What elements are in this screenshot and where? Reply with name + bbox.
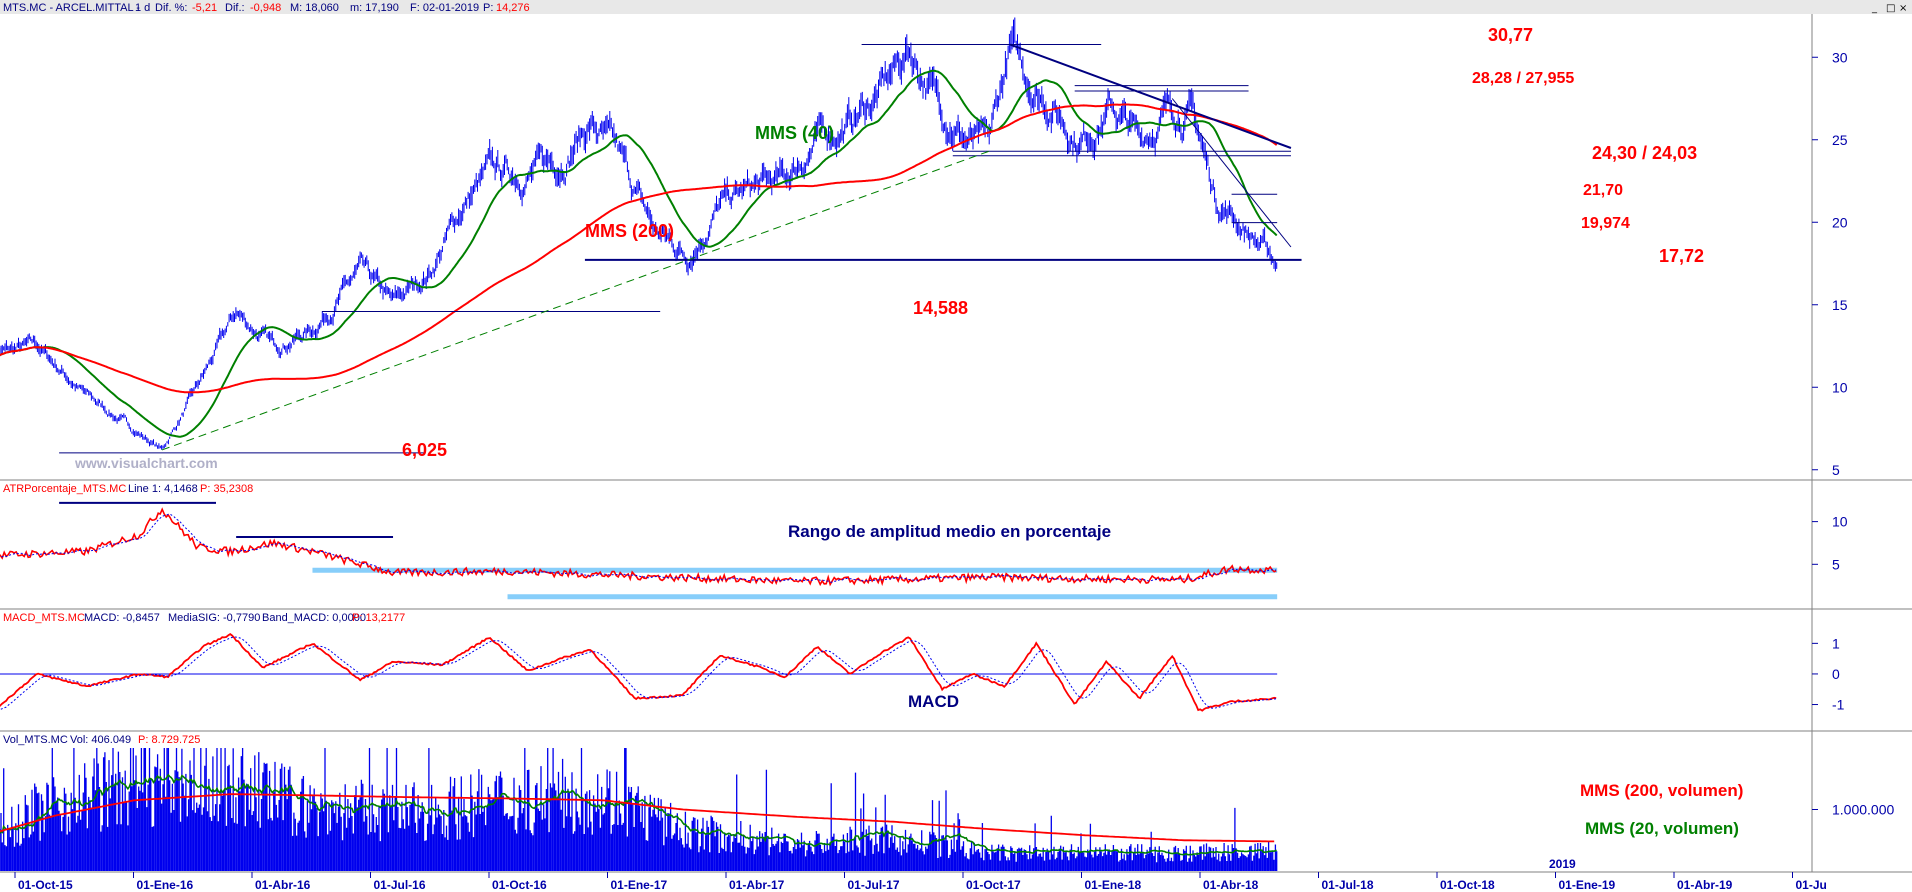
atr-ytick-label: 5 bbox=[1832, 556, 1840, 572]
xtick-label: 01-Abr-17 bbox=[729, 878, 785, 892]
price-ytick-label: 10 bbox=[1832, 379, 1848, 395]
vol-legend-20: MMS (20, volumen) bbox=[1585, 819, 1739, 838]
macd-ytick-label: -1 bbox=[1832, 697, 1845, 713]
xtick-label: 01-Jul-16 bbox=[374, 878, 426, 892]
atr-signal-line bbox=[0, 513, 1277, 583]
label-mms200: MMS (200) bbox=[585, 221, 674, 241]
macd-signal-line bbox=[0, 636, 1277, 711]
xtick-label: 01-Jul-17 bbox=[848, 878, 900, 892]
atr-header-line: Line 1: 4,1468 bbox=[128, 483, 198, 495]
macd-header-macd: MACD: -0,8457 bbox=[84, 612, 160, 624]
vol-header-vol: Vol: 406.049 bbox=[70, 734, 131, 746]
header-dif: -0,948 bbox=[250, 2, 281, 14]
watermark: www.visualchart.com bbox=[74, 455, 218, 471]
macd-line bbox=[0, 633, 1277, 712]
header-dif-pct-label: Dif. %: bbox=[155, 2, 187, 14]
level-24-30: 24,30 / 24,03 bbox=[1592, 143, 1697, 163]
xtick-label: 01-Oct-17 bbox=[966, 878, 1021, 892]
downtrend-line bbox=[1009, 43, 1292, 149]
vol-header-p: P: 8.729.725 bbox=[138, 734, 200, 746]
xtick-label: 01-Jul-18 bbox=[1322, 878, 1374, 892]
macd-header-name: MACD_MTS.MC bbox=[3, 612, 85, 624]
xtick-label: 01-Ene-18 bbox=[1085, 878, 1142, 892]
header-dif-pct: -5,21 bbox=[192, 2, 217, 14]
atr-header-name: ATRPorcentaje_MTS.MC bbox=[3, 483, 126, 495]
xtick-label: 01-Ene-17 bbox=[611, 878, 668, 892]
price-ytick-label: 30 bbox=[1832, 49, 1848, 65]
downtrend-line-2 bbox=[1171, 98, 1292, 248]
window-buttons[interactable]: _ □ × bbox=[1871, 3, 1907, 14]
atr-line bbox=[0, 507, 1277, 587]
xtick-label: 01-Oct-15 bbox=[18, 878, 73, 892]
level-30-77: 30,77 bbox=[1488, 25, 1533, 45]
level-28-28: 28,28 / 27,955 bbox=[1472, 70, 1574, 87]
xtick-label: 01-Ene-19 bbox=[1559, 878, 1616, 892]
label-mms40: MMS (40) bbox=[755, 123, 834, 143]
header-m: M: 18,060 bbox=[290, 2, 339, 14]
xtick-label: 01-Oct-16 bbox=[492, 878, 547, 892]
macd-header-p: P: 13,2177 bbox=[352, 612, 405, 624]
xtick-label: 01-Abr-19 bbox=[1677, 878, 1733, 892]
xtick-label: 01-Ene-16 bbox=[137, 878, 194, 892]
atr-header-p: P: 35,2308 bbox=[200, 483, 253, 495]
level-19-974: 19,974 bbox=[1581, 215, 1630, 232]
xtick-label: 01-Abr-18 bbox=[1203, 878, 1259, 892]
atr-title: Rango de amplitud medio en porcentaje bbox=[788, 522, 1111, 541]
vol-legend-200: MMS (200, volumen) bbox=[1580, 781, 1743, 800]
header-p-value: 14,276 bbox=[496, 2, 530, 14]
header-p-label: P: bbox=[483, 2, 493, 14]
mms200-line bbox=[0, 103, 1278, 394]
header-period: 1 d bbox=[135, 2, 150, 14]
vol-header-name: Vol_MTS.MC bbox=[3, 734, 68, 746]
close-icon[interactable]: × bbox=[1899, 3, 1907, 14]
price-ytick-label: 5 bbox=[1832, 462, 1840, 478]
price-ytick-label: 15 bbox=[1832, 297, 1848, 313]
price-ytick-label: 25 bbox=[1832, 132, 1848, 148]
header-symbol: MTS.MC - ARCEL.MITTAL - bbox=[3, 2, 140, 14]
macd-ytick-label: 1 bbox=[1832, 635, 1840, 651]
price-ytick-label: 20 bbox=[1832, 214, 1848, 230]
maximize-icon[interactable]: □ bbox=[1886, 3, 1895, 14]
level-21-70: 21,70 bbox=[1583, 182, 1623, 199]
year-marker: 2019 bbox=[1549, 857, 1576, 871]
volume-bars bbox=[0, 748, 1278, 871]
atr-ytick-label: 10 bbox=[1832, 514, 1848, 530]
macd-ytick-label: 0 bbox=[1832, 666, 1840, 682]
level-17-72: 17,72 bbox=[1659, 246, 1704, 266]
vol-mms200-line bbox=[0, 793, 1275, 843]
header-mvalue: m: 17,190 bbox=[350, 2, 399, 14]
xtick-label: 01-Ju bbox=[1796, 878, 1827, 892]
level-6-025: 6,025 bbox=[402, 440, 447, 460]
xtick-label: 01-Oct-18 bbox=[1440, 878, 1495, 892]
macd-header-band: Band_MACD: 0,0000 bbox=[262, 612, 366, 624]
minimize-icon[interactable]: _ bbox=[1871, 3, 1878, 14]
uptrend-line bbox=[161, 150, 989, 451]
macd-title: MACD bbox=[908, 692, 959, 711]
mms40-line bbox=[0, 69, 1278, 438]
vol-ytick-label: 1.000.000 bbox=[1832, 802, 1894, 818]
vol-mms20-line bbox=[0, 773, 1277, 856]
macd-header-sig: MediaSIG: -0,7790 bbox=[168, 612, 260, 624]
level-14-588: 14,588 bbox=[913, 298, 968, 318]
xtick-label: 01-Abr-16 bbox=[255, 878, 311, 892]
header-f: F: 02-01-2019 bbox=[410, 2, 479, 14]
header-dif-label: Dif.: bbox=[225, 2, 245, 14]
